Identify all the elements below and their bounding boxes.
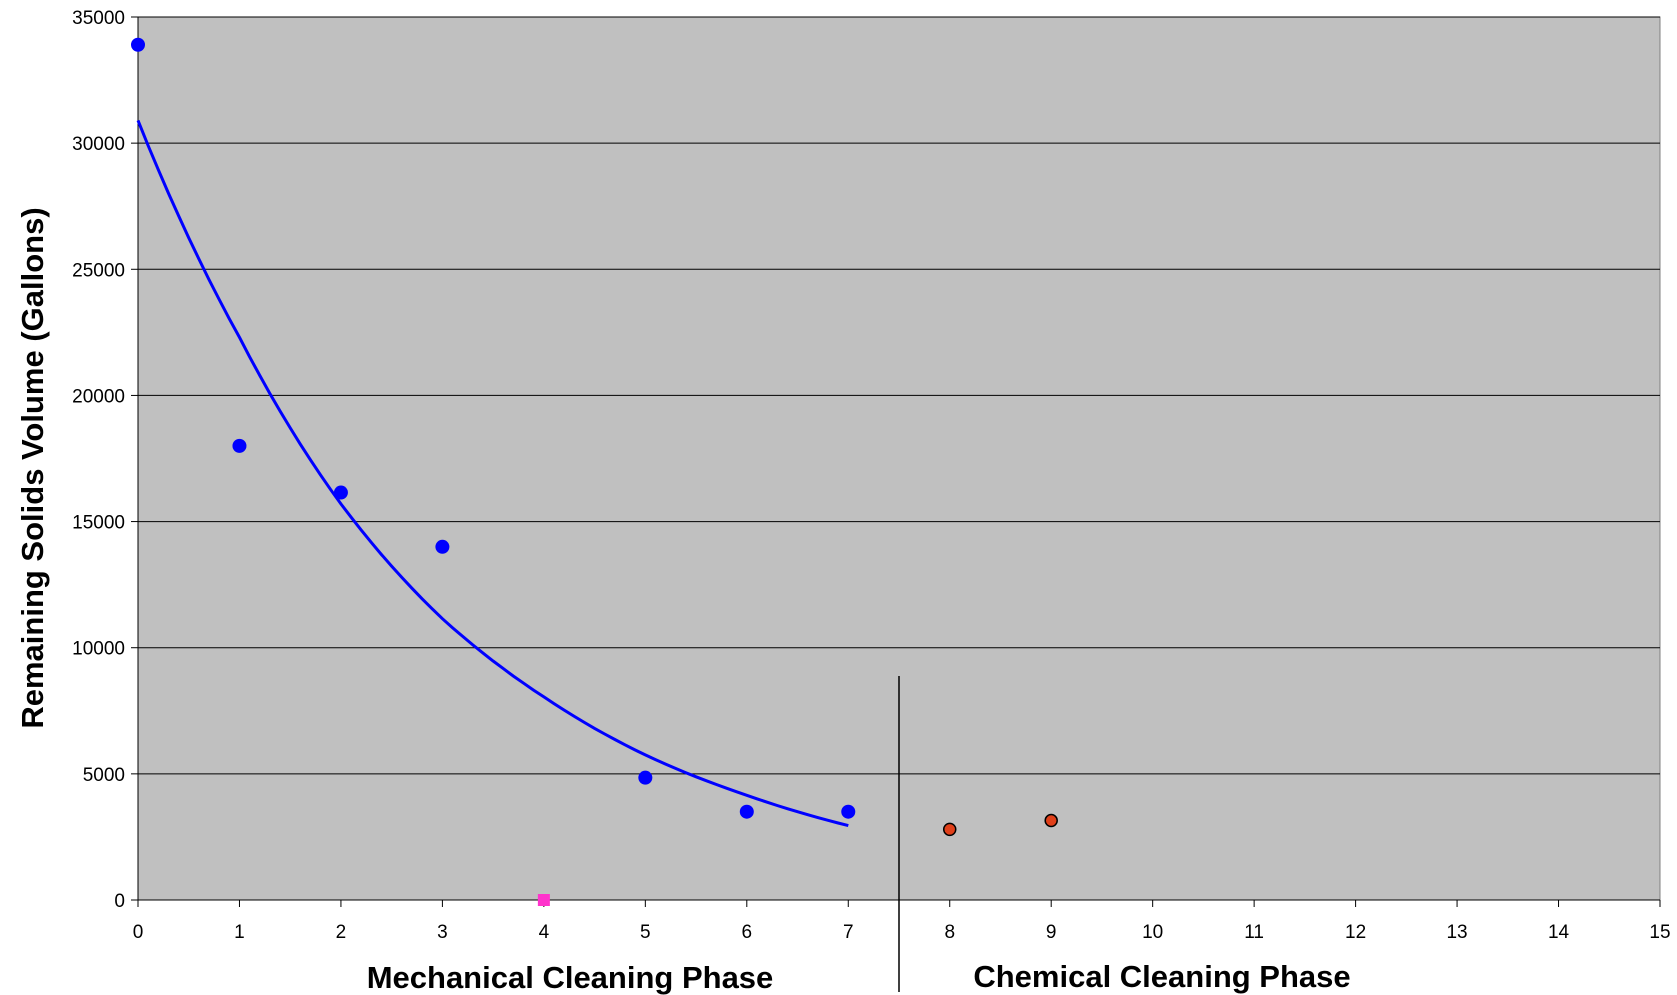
y-tick-label: 15000 <box>72 513 125 534</box>
x-tick-labels: 0 1 2 3 4 5 6 7 8 9 10 11 12 13 14 15 <box>133 900 1671 943</box>
x-tick-label: 12 <box>1345 922 1366 943</box>
data-point <box>739 804 754 819</box>
x-tick-label: 15 <box>1649 922 1670 943</box>
data-markers <box>131 37 1058 906</box>
data-point-square <box>537 894 550 906</box>
x-tick-label: 11 <box>1244 922 1264 943</box>
data-point <box>435 539 450 554</box>
x-tick-label: 13 <box>1446 922 1467 943</box>
x-tick-label: 6 <box>742 922 753 943</box>
y-tick-label: 35000 <box>72 8 125 29</box>
y-tick-label: 0 <box>114 891 125 912</box>
grid-lines <box>138 16 1660 775</box>
x-tick-label: 7 <box>843 922 854 943</box>
data-point <box>1044 813 1058 828</box>
y-tick-label: 5000 <box>83 765 125 786</box>
x-axis-title-chemical: Chemical Cleaning Phase <box>973 959 1350 994</box>
data-point <box>131 37 145 52</box>
x-tick-label: 1 <box>234 922 245 943</box>
y-tick-label: 20000 <box>72 386 125 407</box>
x-tick-label: 10 <box>1142 922 1163 943</box>
data-point <box>942 822 957 837</box>
x-tick-label: 3 <box>437 922 448 943</box>
x-tick-label: 2 <box>336 922 347 943</box>
x-tick-label: 0 <box>133 922 144 943</box>
data-point <box>841 804 856 819</box>
data-point <box>232 438 247 453</box>
y-tick-label: 30000 <box>72 134 125 155</box>
x-tick-label: 4 <box>539 922 550 943</box>
x-tick-label: 14 <box>1548 922 1570 943</box>
y-tick-label: 10000 <box>72 639 125 660</box>
x-tick-label: 5 <box>640 922 651 943</box>
y-tick-label: 25000 <box>72 260 125 281</box>
y-axis-title: Remaining Solids Volume (Gallons) <box>15 207 50 728</box>
x-tick-label: 9 <box>1046 922 1057 943</box>
trendline <box>136 119 849 828</box>
data-point <box>638 770 653 785</box>
x-tick-label: 8 <box>944 922 955 943</box>
y-tick-labels: 0 5000 10000 15000 20000 25000 30000 35000 <box>72 8 138 912</box>
x-axis-title-mechanical: Mechanical Cleaning Phase <box>367 960 774 995</box>
data-point <box>333 485 348 500</box>
